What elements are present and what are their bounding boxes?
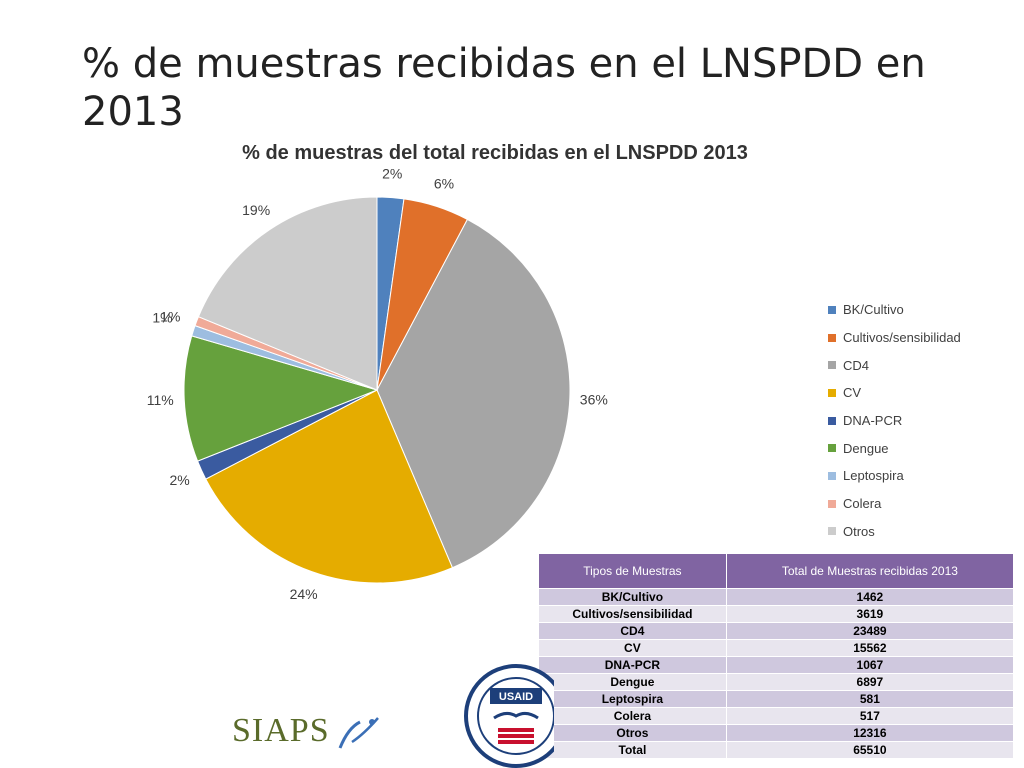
table-cell-total: 23489 [725, 622, 1015, 640]
table-row: CV 15562 [538, 639, 1015, 657]
legend-swatch [828, 416, 836, 425]
samples-table: Tipos de Muestras Total de Muestras reci… [538, 553, 1015, 759]
table-cell-type: Leptospira [538, 690, 727, 708]
data-label-otros: 19% [242, 202, 270, 218]
chart-title: % de muestras del total recibidas en el … [242, 142, 748, 164]
table-cell-type: Colera [538, 707, 727, 725]
pie-slice-otros [197, 196, 378, 391]
table-cell-total: 12316 [725, 724, 1015, 742]
pie-slice-dengue [183, 335, 379, 462]
table-header-type: Tipos de Muestras [538, 553, 727, 589]
data-label-colera: 1% [160, 309, 180, 325]
svg-text:USAID: USAID [499, 691, 533, 703]
data-label-cv: 24% [290, 586, 318, 602]
table-cell-type: CV [538, 639, 727, 657]
table-cell-total: 6897 [725, 673, 1015, 691]
table-row: Dengue 6897 [538, 673, 1015, 691]
legend-swatch [828, 305, 836, 314]
table-cell-total: 581 [725, 690, 1015, 708]
legend-item: Leptospira [828, 462, 961, 490]
pie-slice-cd4 [376, 218, 571, 569]
legend-swatch [828, 471, 836, 480]
data-label-bk-cultivo: 2% [382, 166, 402, 182]
legend-swatch [828, 388, 836, 397]
legend-item: Colera [828, 490, 961, 518]
pie-slice-cv [205, 389, 454, 584]
legend-item: Dengue [828, 434, 961, 462]
legend-item: CV [828, 379, 961, 407]
legend-label: CV [843, 385, 862, 401]
table-header-row: Tipos de Muestras Total de Muestras reci… [538, 553, 1015, 589]
data-label-cultivos-sensibilidad: 6% [434, 176, 454, 192]
table-cell-total: 1067 [725, 656, 1015, 674]
table-row: Leptospira 581 [538, 690, 1015, 708]
table-cell-type: Total [538, 741, 727, 759]
table-cell-total: 15562 [725, 639, 1015, 657]
legend-label: Dengue [843, 440, 889, 456]
legend-label: CD4 [843, 357, 870, 373]
data-label-cd4: 36% [580, 391, 608, 407]
legend-swatch [828, 361, 836, 370]
legend-swatch [828, 333, 836, 342]
legend-label: Leptospira [843, 468, 904, 484]
legend-item: BK/Cultivo [828, 296, 961, 324]
legend-label: DNA-PCR [843, 413, 903, 429]
chart-legend: BK/Cultivo Cultivos/sensibilidad CD4 CV DNA-… [828, 296, 961, 545]
legend-swatch [828, 499, 836, 508]
legend-swatch [828, 444, 836, 453]
legend-item: CD4 [828, 351, 961, 379]
table-row: Otros 12316 [538, 724, 1015, 742]
table-row: Colera 517 [538, 707, 1015, 725]
table-cell-type: Cultivos/sensibilidad [538, 605, 727, 623]
table-header-total: Total de Muestras recibidas 2013 [725, 553, 1015, 589]
table-cell-total: 517 [725, 707, 1015, 725]
legend-label: Colera [843, 496, 882, 512]
table-cell-type: Otros [538, 724, 727, 742]
table-row: Cultivos/sensibilidad 3619 [538, 605, 1015, 623]
table-cell-type: Dengue [538, 673, 727, 691]
usaid-seal-icon: USAID [464, 664, 554, 768]
legend-item: Otros [828, 518, 961, 546]
legend-label: Otros [843, 523, 875, 539]
siaps-figure-icon [338, 717, 379, 749]
table-cell-total: 3619 [725, 605, 1015, 623]
table-cell-type: CD4 [538, 622, 727, 640]
table-cell-type: DNA-PCR [538, 656, 727, 674]
legend-item: DNA-PCR [828, 407, 961, 435]
table-row: DNA-PCR 1067 [538, 656, 1015, 674]
table-row: Total 65510 [538, 741, 1015, 759]
table-cell-total: 1462 [725, 588, 1015, 606]
data-label-dna-pcr: 2% [169, 472, 189, 488]
legend-label: Cultivos/sensibilidad [843, 330, 961, 346]
table-row: CD4 23489 [538, 622, 1015, 640]
data-label-dengue: 11% [147, 392, 174, 408]
legend-swatch [828, 527, 836, 536]
data-label-leptospira: 1% [152, 309, 172, 325]
table-row: BK/Cultivo 1462 [538, 588, 1015, 606]
legend-label: BK/Cultivo [843, 302, 904, 318]
siaps-logo: SIAPS [232, 712, 330, 749]
legend-item: Cultivos/sensibilidad [828, 324, 961, 352]
table-cell-total: 65510 [725, 741, 1015, 759]
table-cell-type: BK/Cultivo [538, 588, 727, 606]
slide-title: % de muestras recibidas en el LNSPDD en … [82, 41, 926, 135]
